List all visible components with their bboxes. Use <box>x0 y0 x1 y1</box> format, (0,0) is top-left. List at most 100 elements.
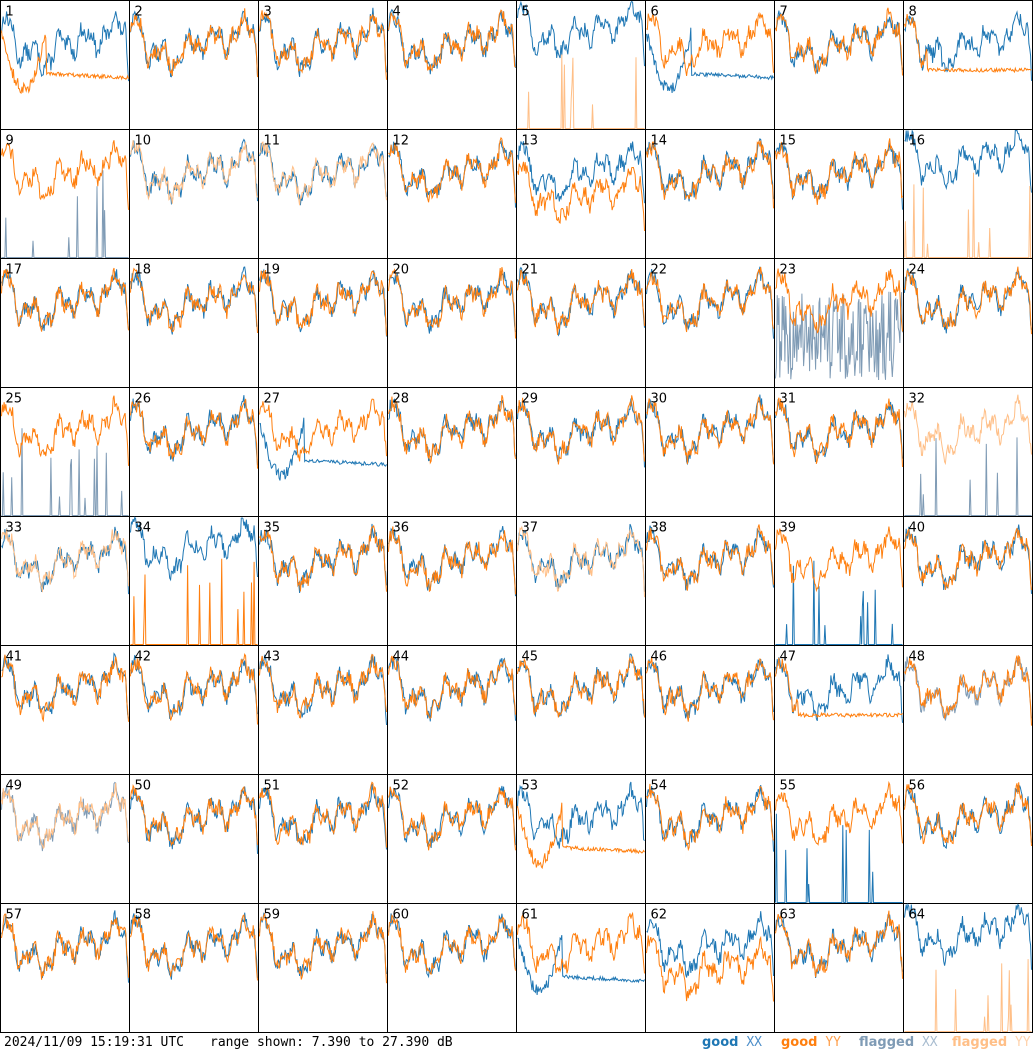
panel-label: 48 <box>909 650 926 665</box>
panel-14: 14 <box>645 129 775 259</box>
panel-62: 62 <box>645 903 775 1033</box>
series-xx-panel-61 <box>517 935 645 995</box>
panel-label: 18 <box>135 263 152 278</box>
series-yy-panel-56 <box>904 782 1032 847</box>
panel-label: 32 <box>909 392 926 407</box>
legend-good-xx: good XX <box>702 1035 762 1050</box>
panel-frame <box>387 0 517 130</box>
series-yy-panel-31 <box>775 397 903 468</box>
series-xx-panel-51 <box>259 783 387 850</box>
panel-frame <box>258 129 388 259</box>
panel-frame <box>516 645 646 775</box>
series-yy-panel-8 <box>904 14 1032 74</box>
series-xx-panel-6 <box>646 27 774 93</box>
panel-label: 26 <box>135 392 152 407</box>
series-yy-panel-1 <box>1 30 129 95</box>
panel-23: 23 <box>774 258 904 388</box>
panel-label: 43 <box>264 650 281 665</box>
panel-label: 61 <box>522 908 539 923</box>
panel-53: 53 <box>516 774 646 904</box>
panel-label: 45 <box>522 650 539 665</box>
legend-pol: XX <box>746 1035 762 1050</box>
panel-44: 44 <box>387 645 517 775</box>
series-yy-panel-49 <box>1 782 129 850</box>
panel-47: 47 <box>774 645 904 775</box>
panel-label: 24 <box>909 263 926 278</box>
series-yy-panel-41 <box>1 654 129 723</box>
panel-label: 56 <box>909 779 926 794</box>
panel-12: 12 <box>387 129 517 259</box>
panel-frame <box>258 774 388 904</box>
panel-42: 42 <box>129 645 259 775</box>
panel-frame <box>0 0 130 130</box>
panel-label: 39 <box>780 521 797 536</box>
series-yy-panel-58 <box>130 914 258 981</box>
panel-33: 33 <box>0 516 130 646</box>
panel-label: 21 <box>522 263 539 278</box>
panel-frame <box>774 903 904 1033</box>
panel-frame <box>645 258 775 388</box>
panel-label: 29 <box>522 392 539 407</box>
series-yy-panel-57 <box>1 913 129 980</box>
series-yy-panel-3 <box>259 10 387 80</box>
panel-label: 47 <box>780 650 797 665</box>
panel-frame <box>0 387 130 517</box>
panel-64: 64 <box>903 902 1033 1033</box>
panel-17: 17 <box>0 258 130 388</box>
panel-frame <box>903 387 1033 517</box>
panel-49: 49 <box>0 774 130 904</box>
panel-frame <box>645 516 775 646</box>
panel-36: 36 <box>387 516 517 646</box>
panel-26: 26 <box>129 387 259 517</box>
series-xx-panel-39 <box>775 560 903 645</box>
panel-label: 35 <box>264 521 281 536</box>
panel-label: 23 <box>780 263 797 278</box>
series-yy-panel-24 <box>904 266 1032 335</box>
series-yy-panel-47 <box>775 657 903 719</box>
panel-label: 42 <box>135 650 152 665</box>
panel-frame <box>774 774 904 904</box>
series-xx-panel-25 <box>1 428 129 516</box>
panel-frame <box>645 774 775 904</box>
series-yy-panel-38 <box>646 524 774 591</box>
series-yy-panel-45 <box>517 656 645 718</box>
timestamp: 2024/11/09 15:19:31 UTC <box>4 1035 185 1050</box>
series-xx-panel-32 <box>904 437 1032 516</box>
series-xx-panel-62 <box>646 911 774 978</box>
panel-label: 13 <box>522 134 539 149</box>
panel-frame <box>645 129 775 259</box>
panel-label: 6 <box>651 5 659 20</box>
panel-label: 37 <box>522 521 539 536</box>
panel-label: 36 <box>393 521 410 536</box>
series-xx-panel-8 <box>904 10 1032 81</box>
panel-frame <box>0 903 130 1033</box>
series-yy-panel-23 <box>775 268 903 334</box>
panel-13: 13 <box>516 129 646 259</box>
panel-frame <box>129 129 259 259</box>
series-xx-panel-13 <box>517 141 645 204</box>
panel-label: 44 <box>393 650 410 665</box>
panel-label: 49 <box>6 779 23 794</box>
series-yy-panel-18 <box>130 267 258 334</box>
panel-59: 59 <box>258 903 388 1033</box>
series-yy-panel-29 <box>517 395 645 465</box>
panel-frame <box>258 387 388 517</box>
panel-label: 16 <box>909 134 926 149</box>
series-yy-panel-37 <box>517 525 645 598</box>
panel-32: 32 <box>903 387 1033 517</box>
series-yy-panel-26 <box>130 398 258 469</box>
panel-50: 50 <box>129 774 259 904</box>
panel-label: 54 <box>651 779 668 794</box>
series-yy-panel-19 <box>259 269 387 336</box>
series-xx-panel-34 <box>130 516 258 582</box>
series-yy-panel-12 <box>388 136 516 203</box>
panel-frame <box>129 0 259 130</box>
panel-label: 12 <box>393 134 410 149</box>
panel-frame <box>387 903 517 1033</box>
panel-frame <box>258 645 388 775</box>
panel-58: 58 <box>129 903 259 1033</box>
panel-label: 60 <box>393 908 410 923</box>
panel-label: 50 <box>135 779 152 794</box>
panel-label: 2 <box>135 5 143 20</box>
panel-frame <box>258 903 388 1033</box>
